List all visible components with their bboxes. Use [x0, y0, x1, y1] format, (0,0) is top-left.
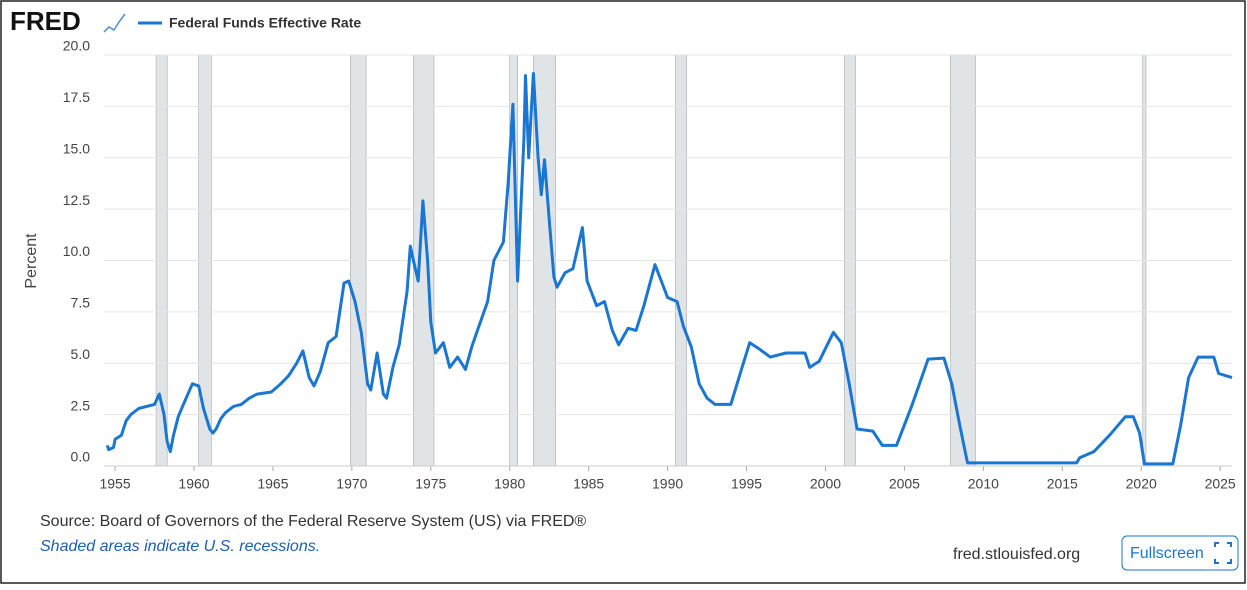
y-tick-label: 20.0: [63, 38, 90, 54]
y-tick-label: 7.5: [71, 295, 91, 311]
x-tick-label: 2010: [968, 476, 999, 492]
y-tick-label: 5.0: [71, 346, 91, 362]
y-tick-label: 2.5: [71, 397, 91, 413]
x-tick-label: 2015: [1047, 476, 1078, 492]
x-tick-label: 2025: [1205, 476, 1236, 492]
x-tick-label: 1980: [494, 476, 525, 492]
y-tick-label: 15.0: [63, 140, 90, 156]
x-tick-label: 2005: [889, 476, 920, 492]
fullscreen-button[interactable]: [1121, 535, 1239, 571]
x-tick-label: 1955: [99, 476, 130, 492]
fullscreen-icon: [1214, 542, 1232, 564]
logo: FRED: [10, 6, 81, 36]
x-tick-label: 2020: [1126, 476, 1157, 492]
note: Shaded areas indicate U.S. recessions.: [40, 538, 320, 555]
x-tick-label: 1970: [336, 476, 367, 492]
data-line: [105, 72, 1233, 466]
x-tick-label: 1990: [652, 476, 683, 492]
y-tick-label: 12.5: [63, 192, 90, 208]
site: fred.stlouisfed.org: [953, 546, 1080, 563]
y-tick-label: 17.5: [63, 89, 90, 105]
x-tick-label: 1960: [178, 476, 209, 492]
x-tick-label: 1985: [573, 476, 604, 492]
x-tick-label: 1995: [731, 476, 762, 492]
x-tick-label: 1975: [415, 476, 446, 492]
x-tick-label: 2000: [810, 476, 841, 492]
logo-icon: [103, 13, 126, 33]
y-axis-label: Percent: [23, 233, 40, 289]
x-tick-label: 1965: [257, 476, 288, 492]
fullscreen-label[interactable]: Fullscreen: [1130, 545, 1204, 562]
source: Source: Board of Governors of the Federa…: [40, 513, 586, 530]
legend-label: Federal Funds Effective Rate: [169, 15, 361, 31]
y-tick-label: 0.0: [71, 449, 91, 465]
y-tick-label: 10.0: [63, 243, 90, 259]
